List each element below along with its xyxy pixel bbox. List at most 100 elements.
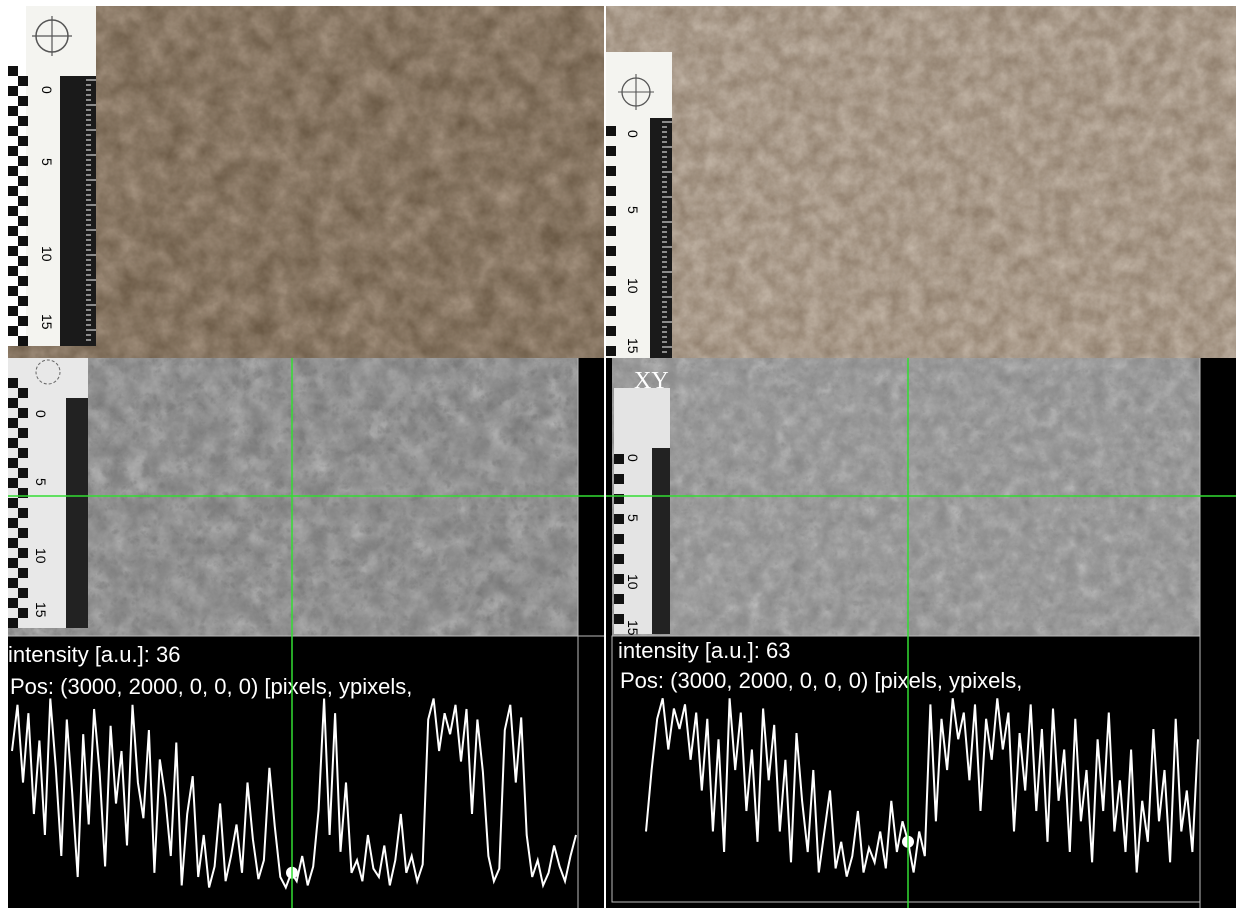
ruler-check-square xyxy=(18,508,28,518)
ruler-check-square xyxy=(614,454,624,464)
ruler-check-square xyxy=(8,478,18,488)
profile-panel-left-svg: 0 5 10 15 intensity [a.u.]: 36 Pos: (300… xyxy=(8,358,604,908)
intensity-profile-plot: intensity [a.u.]: 63 Pos: (3000, 2000, 0… xyxy=(611,358,1201,908)
grayscale-soil-image: 0 5 10 15 xyxy=(8,358,578,636)
ruler-check-square xyxy=(18,388,28,398)
ruler-number-5: 5 xyxy=(39,158,55,166)
ruler-check-square xyxy=(18,236,28,246)
ruler-check-square xyxy=(614,514,624,524)
ruler-number-15: 15 xyxy=(625,338,641,354)
ruler-check-square xyxy=(18,588,28,598)
ruler-check-square xyxy=(18,256,28,266)
ruler-check-square xyxy=(18,216,28,226)
ruler-number-5: 5 xyxy=(33,478,49,486)
ruler-number-10: 10 xyxy=(625,574,641,590)
ruler-check-square xyxy=(8,498,18,508)
intensity-readout: intensity [a.u.]: 63 xyxy=(618,638,790,663)
ruler-check-square xyxy=(8,618,18,628)
ruler-check-square xyxy=(614,534,624,544)
ruler-number-10: 10 xyxy=(39,246,55,262)
ruler-check-square xyxy=(8,306,18,316)
ruler-check-square xyxy=(8,418,18,428)
ruler-check-square xyxy=(8,558,18,568)
ruler-check-square xyxy=(8,206,18,216)
ruler-check-square xyxy=(614,474,624,484)
ruler-check-square xyxy=(18,408,28,418)
ruler-check-square xyxy=(8,326,18,336)
ruler-check-square xyxy=(8,86,18,96)
ruler-check-square xyxy=(18,548,28,558)
ruler-check-square xyxy=(8,246,18,256)
ruler-check-square xyxy=(18,276,28,286)
ruler-check-square xyxy=(18,608,28,618)
ruler-check-square xyxy=(18,116,28,126)
ruler-check-square xyxy=(18,468,28,478)
ruler-check-square xyxy=(18,176,28,186)
profile-panel-right: 0 5 10 15 XY intensity [a.u.]: 63 Pos: (… xyxy=(606,358,1236,908)
ruler-number-5: 5 xyxy=(625,514,641,522)
ruler-check-square xyxy=(8,458,18,468)
ruler-check-square xyxy=(8,66,18,76)
ruler-check-square xyxy=(18,428,28,438)
ruler-check-square xyxy=(8,538,18,548)
ruler-check-square xyxy=(8,186,18,196)
ruler-check-square xyxy=(8,598,18,608)
ruler-check-square xyxy=(606,346,616,356)
ruler-check-square xyxy=(18,96,28,106)
ruler-number-15: 15 xyxy=(625,620,641,636)
ruler-check-square xyxy=(18,156,28,166)
soil-photo-top-left: 0 5 10 15 xyxy=(8,6,604,358)
ruler-check-square xyxy=(614,614,624,624)
ruler-check-square xyxy=(614,554,624,564)
ruler-check-square xyxy=(8,398,18,408)
profile-panel-left: 0 5 10 15 intensity [a.u.]: 36 Pos: (300… xyxy=(8,358,604,908)
ruler-check-square xyxy=(8,578,18,588)
profile-panel-right-svg: 0 5 10 15 XY intensity [a.u.]: 63 Pos: (… xyxy=(606,358,1236,908)
ruler-check-square xyxy=(606,326,616,336)
intensity-profile-plot: intensity [a.u.]: 36 Pos: (3000, 2000, 0… xyxy=(8,358,604,908)
soil-photo-top-right-svg: 0 5 10 15 xyxy=(606,6,1236,358)
ruler-check-square xyxy=(8,438,18,448)
ruler-check-square xyxy=(614,574,624,584)
ruler-check-square xyxy=(18,528,28,538)
ruler-number-15: 15 xyxy=(33,602,49,618)
ruler-check-square xyxy=(8,286,18,296)
ruler-check-square xyxy=(606,146,616,156)
ruler-number-5: 5 xyxy=(625,206,641,214)
ruler-check-square xyxy=(8,266,18,276)
ruler-check-square xyxy=(606,126,616,136)
ruler-check-square xyxy=(18,136,28,146)
ruler: 0 5 10 15 xyxy=(8,6,96,346)
xy-label: XY xyxy=(634,368,669,394)
ruler-check-square xyxy=(8,166,18,176)
ruler-check-square xyxy=(8,146,18,156)
ruler-check-square xyxy=(8,126,18,136)
ruler-check-square xyxy=(614,594,624,604)
ruler-check-square xyxy=(18,316,28,326)
grayscale-soil-image: 0 5 10 15 XY xyxy=(612,358,1200,636)
ruler-check-square xyxy=(18,296,28,306)
ruler-check-square xyxy=(18,568,28,578)
ruler-check-square xyxy=(606,186,616,196)
ruler-number-0: 0 xyxy=(33,410,49,418)
ruler-number-0: 0 xyxy=(39,86,55,94)
ruler-number-0: 0 xyxy=(625,130,641,138)
ruler-number-0: 0 xyxy=(625,454,641,462)
ruler-check-square xyxy=(8,226,18,236)
intensity-readout: intensity [a.u.]: 36 xyxy=(8,642,180,667)
soil-photo-top-left-svg: 0 5 10 15 xyxy=(8,6,604,358)
ruler: 0 5 10 15 xyxy=(606,52,672,358)
ruler-check-square xyxy=(8,106,18,116)
ruler-number-10: 10 xyxy=(33,548,49,564)
ruler-check-square xyxy=(606,166,616,176)
ruler-check-square xyxy=(8,518,18,528)
ruler-check-square xyxy=(606,206,616,216)
position-readout: Pos: (3000, 2000, 0, 0, 0) [pixels, ypix… xyxy=(620,668,1022,693)
ruler-check-square xyxy=(18,76,28,86)
ruler-number-10: 10 xyxy=(625,278,641,294)
soil-photo-top-right: 0 5 10 15 xyxy=(606,6,1236,358)
ruler-check-square xyxy=(18,448,28,458)
ruler-check-square xyxy=(606,286,616,296)
ruler-check-square xyxy=(606,266,616,276)
ruler-number-15: 15 xyxy=(39,314,55,330)
